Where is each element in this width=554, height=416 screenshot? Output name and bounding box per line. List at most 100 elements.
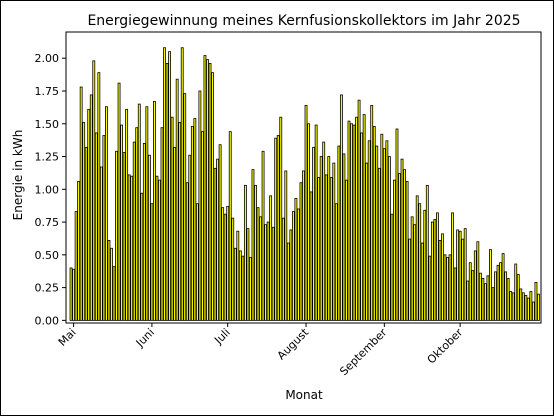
- bar: [398, 173, 401, 321]
- bar: [249, 257, 252, 321]
- bar: [135, 127, 139, 321]
- bar: [446, 257, 449, 321]
- bar: [529, 291, 533, 321]
- bar: [435, 212, 439, 321]
- bar: [514, 263, 518, 321]
- bar: [461, 238, 465, 321]
- bar: [499, 262, 502, 321]
- bar: [466, 280, 470, 321]
- bar: [337, 145, 341, 321]
- bar: [173, 146, 177, 321]
- y-axis: 0.00 0.25 0.50 0.75 1.00 1.25 1.50 1.75 2.00: [35, 52, 66, 327]
- bar: [395, 128, 399, 321]
- bar: [211, 72, 214, 321]
- bar: [289, 229, 293, 321]
- bar: [524, 295, 528, 321]
- bar: [463, 228, 467, 321]
- bar: [127, 174, 131, 321]
- y-tick-label: 0.25: [35, 282, 60, 295]
- bar: [339, 94, 343, 321]
- bar: [367, 140, 371, 321]
- bar: [271, 226, 275, 321]
- bar: [355, 116, 358, 321]
- bar: [140, 192, 144, 321]
- bar: [491, 287, 495, 321]
- bar: [165, 63, 169, 321]
- bar: [314, 124, 318, 321]
- bar: [125, 108, 129, 321]
- bar: [231, 217, 235, 321]
- bar: [408, 238, 412, 321]
- bar: [506, 278, 510, 321]
- bar: [483, 283, 487, 321]
- bar: [213, 167, 217, 321]
- bar: [92, 60, 96, 321]
- bar: [342, 153, 346, 321]
- bar: [195, 203, 199, 321]
- bar: [228, 131, 232, 321]
- bar: [418, 203, 422, 321]
- bar: [193, 118, 197, 321]
- bar: [481, 278, 485, 321]
- bar: [259, 216, 262, 321]
- bar: [188, 154, 192, 321]
- bar: [385, 140, 389, 321]
- bar: [357, 99, 361, 321]
- bar: [77, 181, 81, 321]
- bar: [352, 124, 356, 321]
- x-tick-label: September: [337, 326, 390, 379]
- bar: [504, 271, 508, 321]
- bar: [185, 182, 189, 321]
- bar: [89, 94, 93, 321]
- bar: [390, 213, 394, 321]
- bar: [168, 51, 172, 321]
- bar: [115, 150, 118, 321]
- bar: [403, 169, 406, 321]
- bar: [347, 120, 351, 321]
- bar: [236, 230, 240, 321]
- bar: [332, 162, 336, 321]
- bar: [377, 167, 381, 321]
- bar: [110, 247, 113, 321]
- bar: [299, 182, 303, 321]
- x-tick-label: Juli: [211, 326, 232, 347]
- y-tick-label: 0.00: [35, 314, 60, 327]
- bar: [256, 207, 260, 321]
- bar: [160, 127, 164, 321]
- bar: [99, 166, 103, 321]
- bar: [428, 255, 432, 321]
- bar: [266, 221, 270, 321]
- bar: [241, 255, 245, 321]
- bar: [112, 266, 116, 321]
- bar: [243, 184, 247, 321]
- bar: [82, 122, 86, 321]
- bar: [415, 195, 419, 321]
- bar: [423, 209, 427, 321]
- bar: [393, 179, 396, 321]
- x-axis-label: Monat: [285, 388, 323, 402]
- bar: [521, 292, 525, 321]
- bar: [150, 203, 154, 321]
- bar: [365, 162, 369, 321]
- bar: [312, 146, 316, 321]
- bar: [294, 198, 298, 321]
- bar: [441, 233, 444, 321]
- bar: [494, 271, 497, 321]
- bar: [322, 141, 326, 321]
- bar: [261, 150, 265, 321]
- bar: [238, 250, 242, 321]
- bar: [519, 288, 523, 321]
- x-axis: Mai Juni Juli August September Oktober: [56, 323, 466, 378]
- bar: [362, 114, 366, 321]
- bar: [170, 116, 174, 321]
- bar: [117, 82, 121, 321]
- bar: [246, 228, 250, 321]
- bar: [198, 90, 202, 321]
- bar-group: [69, 47, 540, 321]
- bar: [443, 254, 447, 321]
- bar: [297, 208, 300, 321]
- bar: [516, 274, 520, 321]
- bar: [534, 281, 538, 321]
- y-axis-label: Energie in kWh: [11, 130, 25, 221]
- bar: [486, 275, 490, 321]
